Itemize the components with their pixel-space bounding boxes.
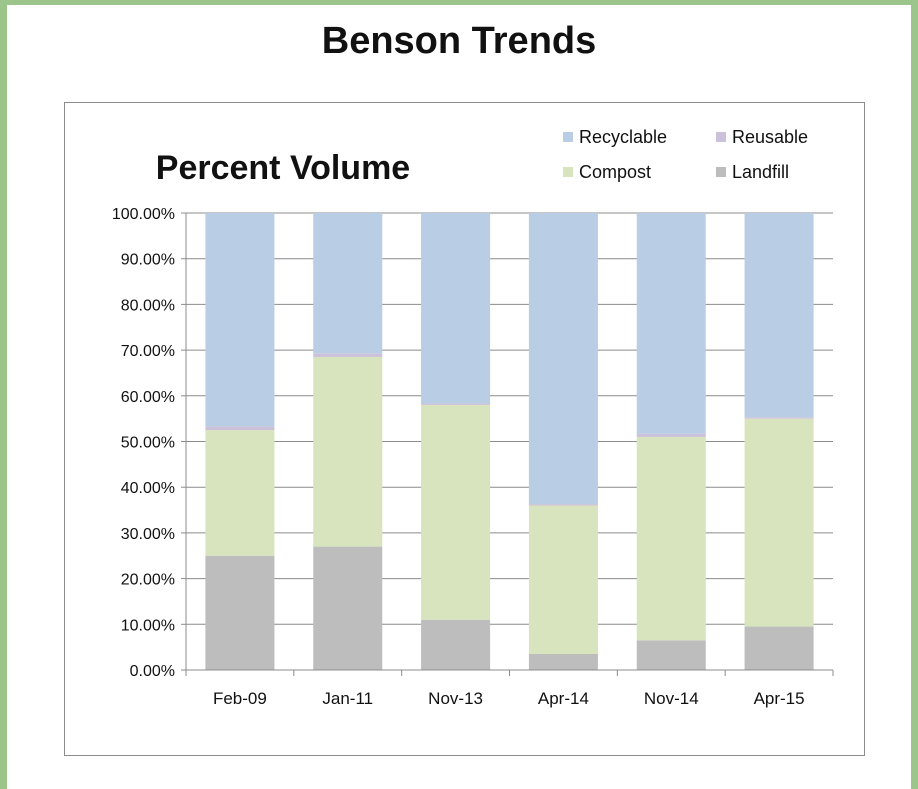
legend-label-landfill: Landfill xyxy=(732,162,789,182)
y-tick-label: 30.00% xyxy=(121,526,175,543)
y-tick-label: 70.00% xyxy=(121,343,175,360)
bar-segment-compost xyxy=(205,430,275,556)
bar-segment-reusable xyxy=(205,426,275,431)
bar-segment-recyclable xyxy=(636,213,706,434)
bar-segment-landfill xyxy=(744,626,814,670)
bar-segment-compost xyxy=(744,418,814,627)
bar-segment-reusable xyxy=(744,417,814,419)
y-tick-label: 10.00% xyxy=(121,617,175,634)
chart-container: Percent Volume 0.00% 10.00% 20.00% 30.00% 40… xyxy=(64,102,865,756)
y-tick-label: 100.00% xyxy=(112,206,175,223)
legend-swatch-landfill xyxy=(716,167,726,177)
chart-title: Percent Volume xyxy=(156,149,410,187)
bar-segment-recyclable xyxy=(313,213,383,354)
chart-svg: Percent Volume 0.00% 10.00% 20.00% 30.00% 40… xyxy=(112,127,834,708)
x-tick-label: Apr-14 xyxy=(538,689,589,708)
y-tick-label: 40.00% xyxy=(121,480,175,497)
bar-segment-reusable xyxy=(636,433,706,437)
y-tick-label: 50.00% xyxy=(121,435,175,452)
bar-segment-recyclable xyxy=(744,213,814,418)
legend-swatch-compost xyxy=(563,167,573,177)
bar-segment-reusable xyxy=(528,504,598,506)
legend-swatch-reusable xyxy=(716,132,726,142)
legend-swatch-recyclable xyxy=(563,132,573,142)
bar-segment-landfill xyxy=(528,654,598,670)
y-tick-label: 90.00% xyxy=(121,252,175,269)
x-tick-label: Nov-14 xyxy=(644,689,699,708)
bar-segment-landfill xyxy=(313,546,383,670)
bar-segment-landfill xyxy=(205,555,275,670)
bar-segment-landfill xyxy=(421,619,491,670)
page-title: Benson Trends xyxy=(321,20,597,62)
bar-segment-recyclable xyxy=(528,213,598,505)
x-tick-label: Nov-13 xyxy=(428,689,483,708)
bar-segment-recyclable xyxy=(205,213,275,427)
x-tick-label: Jan-11 xyxy=(322,689,373,708)
bar-segment-compost xyxy=(636,436,706,641)
x-tick-label: Feb-09 xyxy=(213,689,267,708)
bar-segment-compost xyxy=(528,505,598,655)
y-tick-label: 80.00% xyxy=(121,297,175,314)
y-tick-label: 60.00% xyxy=(121,389,175,406)
y-tick-label: 20.00% xyxy=(121,572,175,589)
bar-segment-reusable xyxy=(313,353,383,357)
x-tick-label: Apr-15 xyxy=(754,689,805,708)
bar-segment-compost xyxy=(313,356,383,547)
legend-label-compost: Compost xyxy=(579,162,651,182)
bar-segment-compost xyxy=(421,404,491,620)
bar-segment-landfill xyxy=(636,640,706,670)
legend-label-recyclable: Recyclable xyxy=(579,127,667,147)
legend-label-reusable: Reusable xyxy=(732,127,808,147)
bar-segment-recyclable xyxy=(421,213,491,404)
bar-segment-reusable xyxy=(421,403,491,405)
y-tick-label: 0.00% xyxy=(130,663,175,680)
